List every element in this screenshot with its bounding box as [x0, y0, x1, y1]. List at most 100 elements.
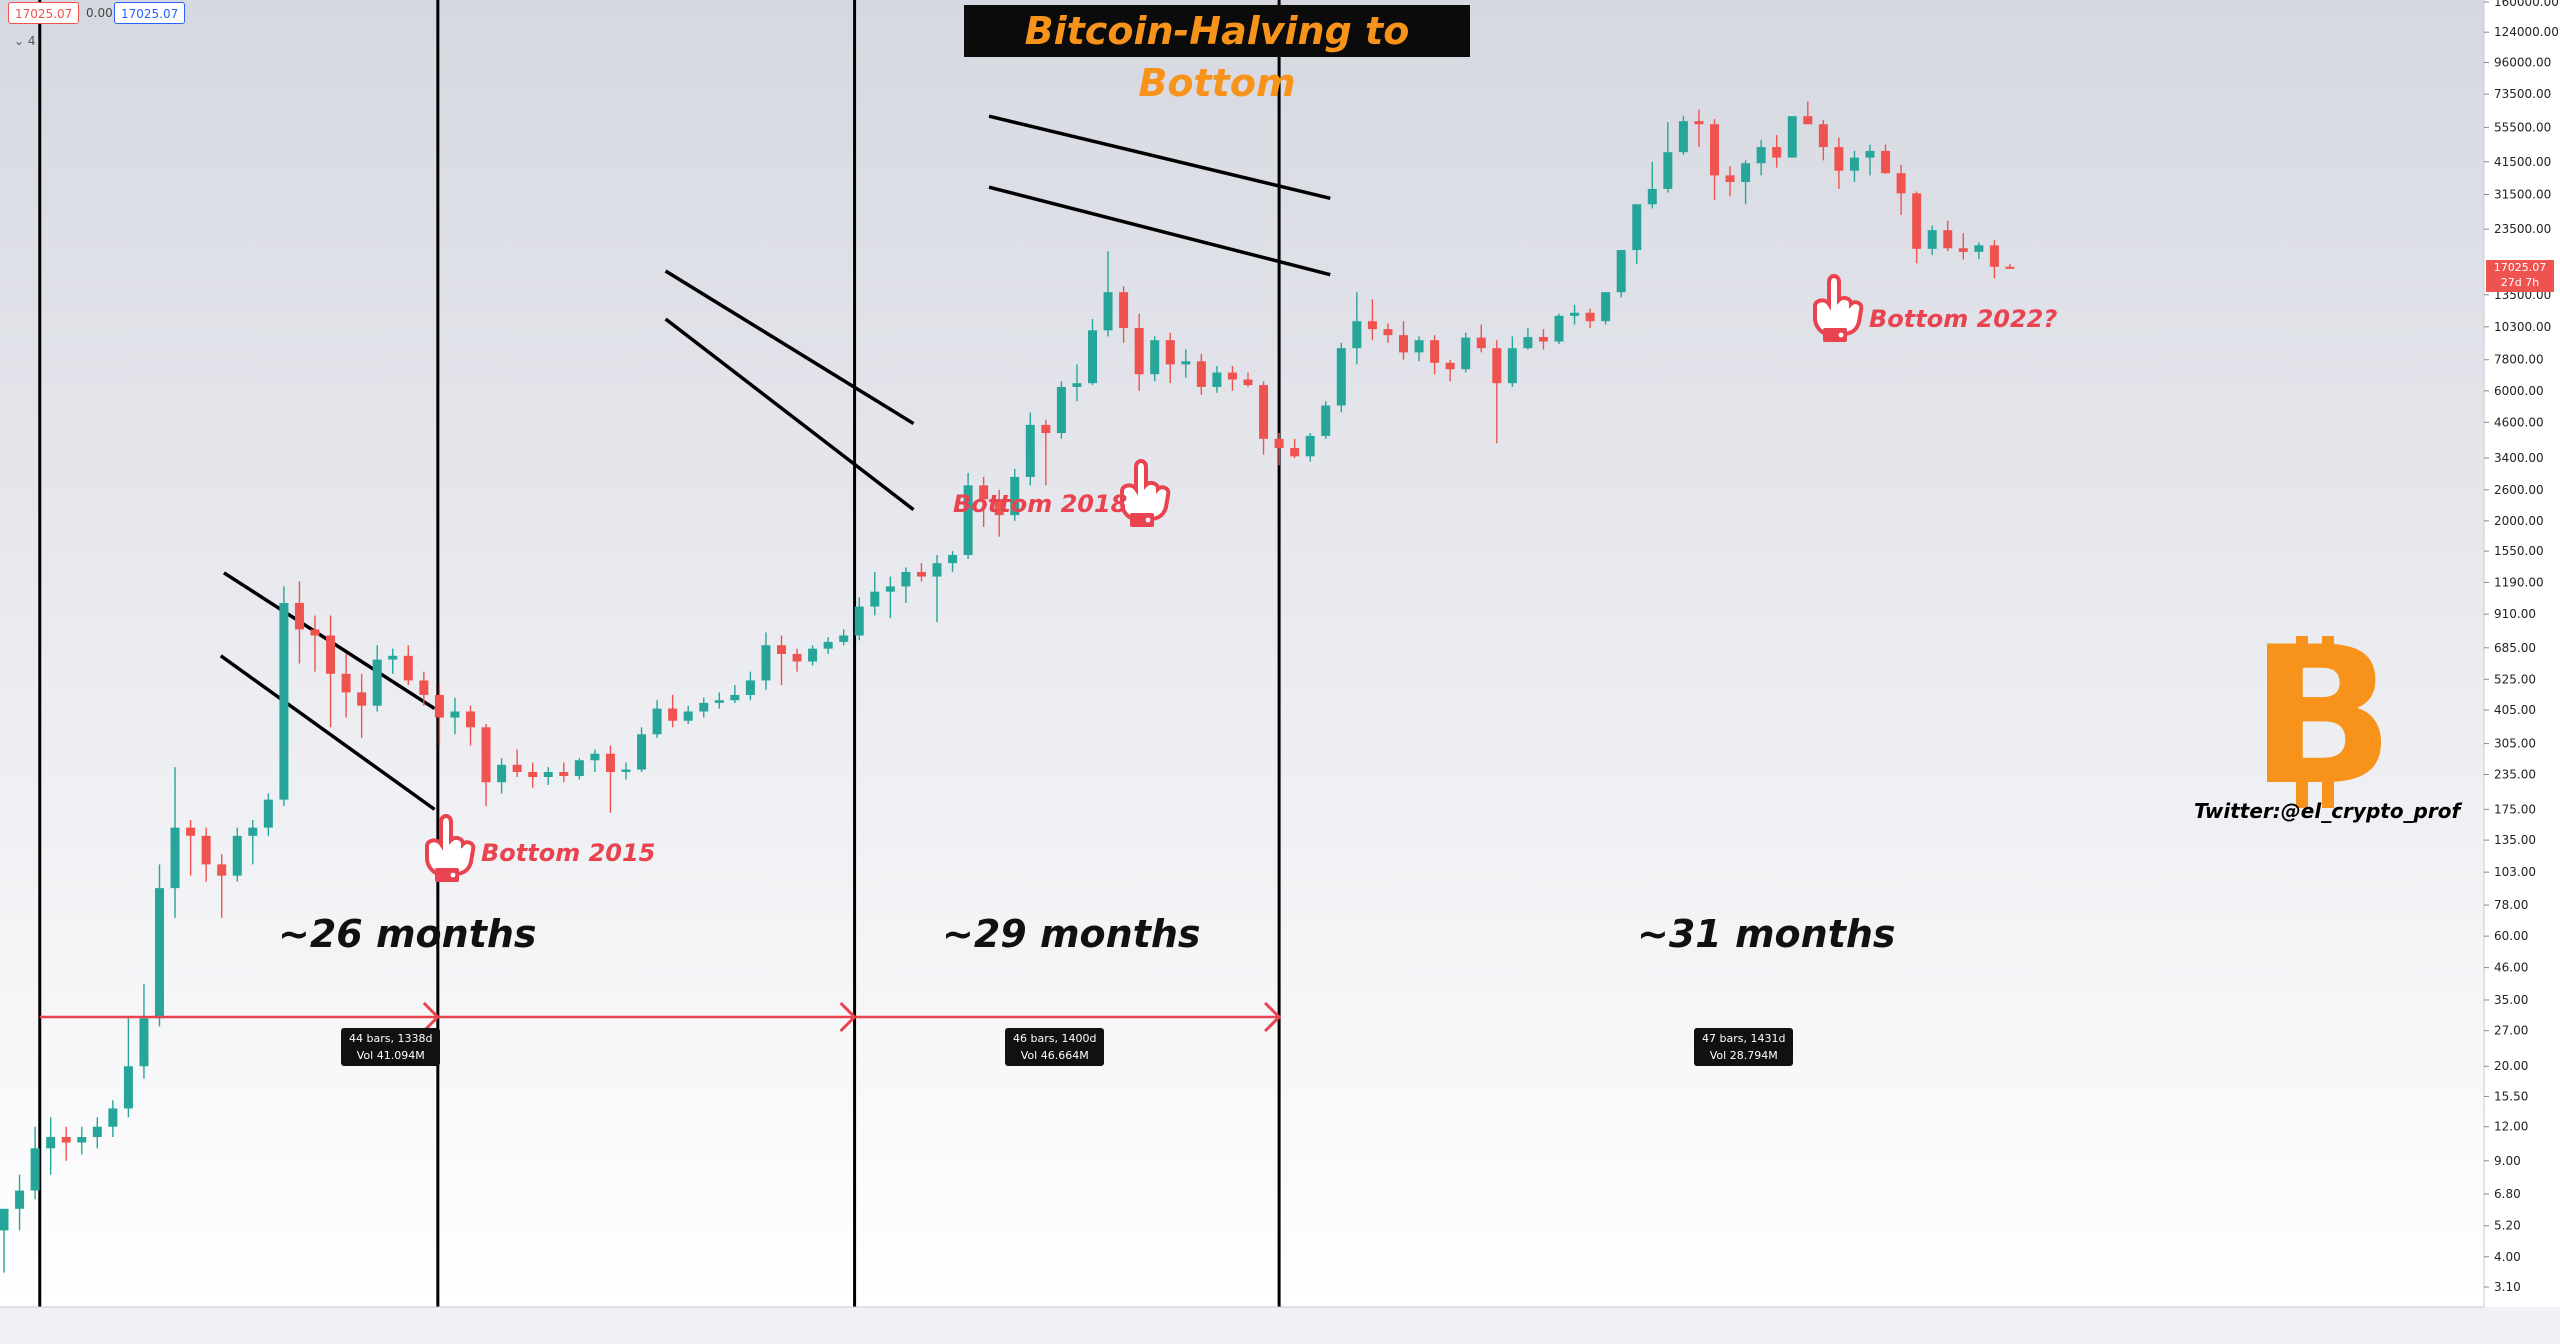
- y-tick-label: 5.20: [2494, 1219, 2521, 1233]
- candle-body: [1585, 312, 1595, 322]
- range-volume: Vol 28.794M: [1709, 1049, 1778, 1062]
- candle-body: [1492, 348, 1502, 384]
- candle: [1367, 299, 1377, 341]
- candle: [497, 758, 507, 794]
- bitcoin-logo: B: [2250, 606, 2395, 827]
- candle-body: [466, 711, 475, 728]
- candle-body: [419, 680, 429, 695]
- candle-body: [1321, 405, 1331, 436]
- candle: [30, 1126, 40, 1200]
- price-right-box: 17025.07: [114, 2, 186, 24]
- duration-label-2: ~29 months: [942, 912, 1201, 956]
- candle-body: [839, 635, 849, 642]
- candle-body: [326, 635, 336, 674]
- candle: [1243, 372, 1253, 387]
- range-stats-2: 46 bars, 1400d Vol 46.664M: [1005, 1028, 1105, 1066]
- candle: [388, 648, 398, 674]
- candle: [1741, 160, 1751, 205]
- candle: [714, 692, 724, 709]
- pointing-hand-icon: [1120, 459, 1171, 527]
- candle-body: [1414, 340, 1424, 353]
- candle-body: [2005, 266, 2015, 269]
- range-bars: 44 bars, 1338d: [349, 1032, 433, 1045]
- candle-body: [1974, 245, 1984, 252]
- candle: [357, 673, 367, 738]
- candle-body: [1383, 329, 1393, 336]
- candle: [1803, 101, 1813, 125]
- candle: [372, 645, 382, 712]
- candle-body: [1632, 204, 1642, 251]
- candle: [1212, 365, 1222, 393]
- candle: [217, 854, 227, 918]
- candle: [434, 685, 444, 746]
- candle: [1414, 336, 1424, 362]
- range-volume: Vol 46.664M: [1020, 1049, 1089, 1062]
- y-tick-label: 23500.00: [2494, 222, 2551, 236]
- candle: [1134, 313, 1144, 391]
- bitcoin-stroke-top-2: [2322, 636, 2334, 664]
- candle: [310, 615, 320, 672]
- y-tick-label: 3400.00: [2494, 451, 2544, 465]
- candle: [15, 1174, 25, 1231]
- candle-body: [1570, 312, 1580, 316]
- y-tick-label: 12.00: [2494, 1120, 2528, 1134]
- candle: [1259, 381, 1269, 455]
- candle: [605, 745, 615, 813]
- pointer-icons: [425, 274, 1864, 882]
- y-tick-label: 27.00: [2494, 1024, 2528, 1038]
- candle: [1227, 365, 1237, 391]
- y-tick-label: 2000.00: [2494, 514, 2544, 528]
- candle-body: [1834, 147, 1844, 171]
- candle: [326, 615, 336, 728]
- y-tick-label: 9.00: [2494, 1154, 2521, 1168]
- y-tick-label: 160000.00: [2494, 0, 2559, 9]
- candle: [1103, 251, 1113, 337]
- candle-body: [777, 645, 786, 654]
- y-tick-label: 6000.00: [2494, 384, 2544, 398]
- candle-body: [1803, 116, 1813, 125]
- candle: [699, 697, 709, 718]
- candle: [1538, 329, 1548, 350]
- candle: [559, 762, 569, 783]
- hand-cuff: [435, 868, 459, 882]
- candle: [1554, 313, 1564, 345]
- candle-body: [605, 753, 615, 772]
- candle: [1507, 336, 1517, 387]
- candle: [232, 827, 242, 882]
- y-tick-label: 6.80: [2494, 1187, 2521, 1201]
- twitter-credit: Twitter:@el_crypto_prof: [2194, 799, 2461, 823]
- y-tick-label: 2600.00: [2494, 483, 2544, 497]
- candle-body: [808, 648, 818, 662]
- candle-body: [1010, 476, 1020, 516]
- candle: [621, 762, 631, 780]
- candle-body: [1290, 448, 1300, 457]
- candle: [777, 635, 786, 686]
- candle-body: [1554, 315, 1564, 342]
- candle: [419, 671, 429, 706]
- candle-body: [263, 799, 273, 828]
- candle: [139, 984, 149, 1079]
- candle-body: [1445, 362, 1455, 370]
- candle-body: [963, 485, 973, 555]
- candle-body: [730, 694, 740, 701]
- candle-body: [341, 673, 351, 693]
- candle-body: [1787, 116, 1797, 158]
- candle-body: [123, 1066, 133, 1109]
- candle-body: [1305, 435, 1315, 457]
- candle-body: [932, 563, 942, 577]
- candle-body: [683, 711, 693, 721]
- candle: [1290, 438, 1300, 459]
- candle-body: [652, 708, 662, 735]
- candle: [92, 1117, 102, 1149]
- candle-body: [1476, 337, 1486, 349]
- duration-arrow-3: [854, 1001, 1282, 1033]
- candle-body: [279, 602, 289, 800]
- candle: [170, 767, 180, 918]
- collapse-toggle[interactable]: ⌄ 4: [14, 34, 36, 48]
- candle: [1165, 332, 1175, 384]
- candle-body: [1943, 230, 1953, 249]
- candle-body: [46, 1137, 56, 1149]
- candle-body: [1088, 330, 1097, 384]
- duration-label-1: ~26 months: [278, 912, 537, 956]
